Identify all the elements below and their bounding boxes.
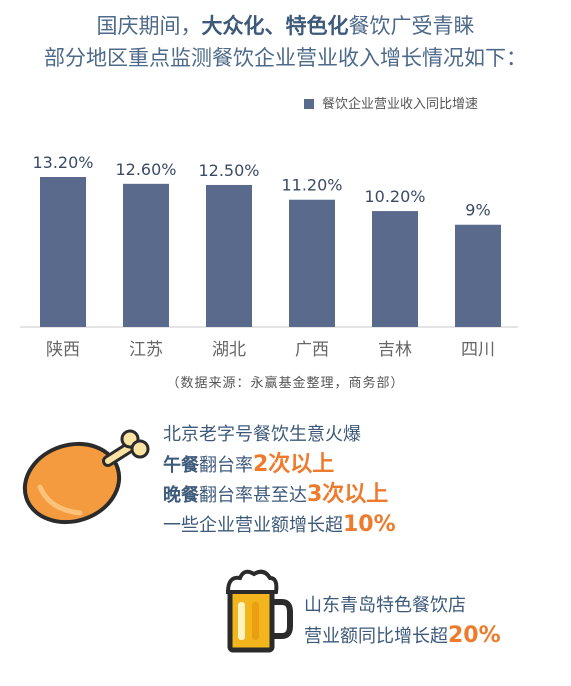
category-label-2: 江苏 <box>129 340 163 360</box>
title-line-2: 部分地区重点监测餐饮企业营业收入增长情况如下： <box>44 46 527 70</box>
qingdao-headline: 山东青岛特色餐饮店 <box>304 595 466 616</box>
revenue-growth: 一些企业营业额增长超10% <box>163 510 396 540</box>
legend-label: 餐饮企业营业收入同比增速 <box>322 96 478 112</box>
bar-chart: 餐饮企业营业收入同比增速 13.20% 陕西 12.60% 江苏 12.50% 湖北 11.… <box>20 96 518 360</box>
data-label-6: 9% <box>465 201 490 220</box>
revenue-highlight: 10% <box>343 512 396 537</box>
lunch-text: 翻台率 <box>199 455 253 476</box>
title-line-1: 国庆期间，大众化、特色化餐饮广受青睐 <box>0 12 571 40</box>
qingdao-growth: 营业额同比增长超20% <box>304 621 501 651</box>
data-source-note: （数据来源：永赢基金整理，商务部） <box>166 376 405 391</box>
lunch-highlight: 2次以上 <box>253 452 335 477</box>
bar-3 <box>206 184 252 327</box>
data-label-1: 13.20% <box>32 153 93 172</box>
qingdao-text: 营业额同比增长超 <box>304 626 448 647</box>
category-label-5: 吉林 <box>378 340 412 360</box>
bar-6 <box>455 224 501 327</box>
dinner-turnover: 晚餐翻台率甚至达3次以上 <box>163 480 396 510</box>
category-label-1: 陕西 <box>46 340 80 360</box>
qingdao-info-block: 山东青岛特色餐饮店 营业额同比增长超20% <box>304 591 501 651</box>
beer-mug-icon <box>225 569 293 653</box>
dinner-text: 翻台率甚至达 <box>199 485 307 506</box>
category-label-3: 湖北 <box>212 340 246 360</box>
legend-swatch <box>304 99 314 109</box>
revenue-text: 一些企业营业额增长超 <box>163 515 343 536</box>
data-label-4: 11.20% <box>281 176 342 195</box>
category-label-6: 四川 <box>461 340 495 360</box>
category-label-4: 广西 <box>295 340 329 360</box>
bar-1 <box>40 177 86 327</box>
dinner-label: 晚餐 <box>163 485 199 506</box>
dinner-highlight: 3次以上 <box>307 482 389 507</box>
lunch-label: 午餐 <box>163 455 199 476</box>
qingdao-highlight: 20% <box>448 623 501 648</box>
lunch-turnover: 午餐翻台率2次以上 <box>163 450 396 480</box>
title-suffix: 餐饮广受青睐 <box>348 14 475 38</box>
bar-2 <box>123 183 169 327</box>
chicken-drumstick-icon <box>22 429 150 525</box>
data-label-5: 10.20% <box>364 187 425 206</box>
bar-5 <box>372 211 418 327</box>
title-emphasis: 大众化、特色化 <box>201 14 349 38</box>
beijing-info-block: 北京老字号餐饮生意火爆 午餐翻台率2次以上 晚餐翻台率甚至达3次以上 一些企业营… <box>163 420 396 540</box>
data-label-2: 12.60% <box>115 160 176 179</box>
bar-4 <box>289 199 335 327</box>
data-label-3: 12.50% <box>198 161 259 180</box>
title-prefix: 国庆期间， <box>96 14 202 38</box>
beijing-headline: 北京老字号餐饮生意火爆 <box>163 424 361 445</box>
